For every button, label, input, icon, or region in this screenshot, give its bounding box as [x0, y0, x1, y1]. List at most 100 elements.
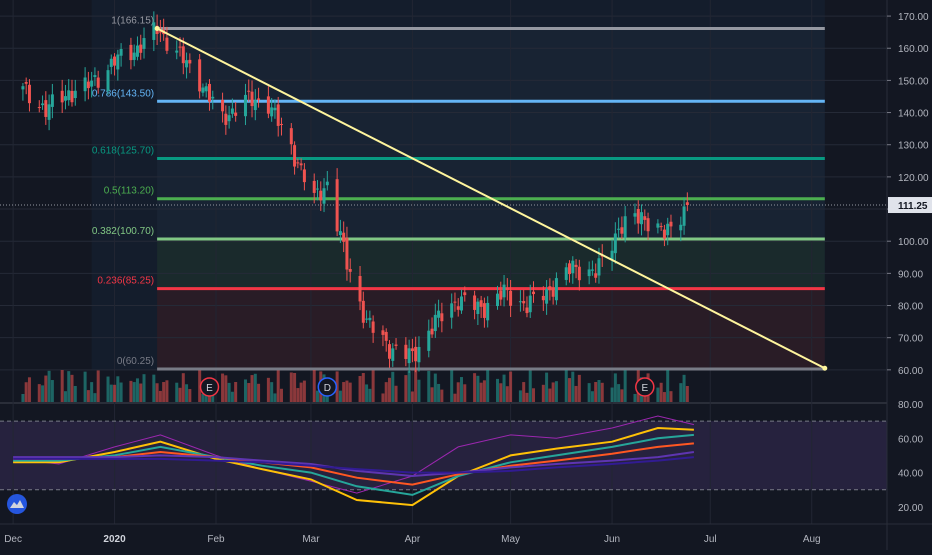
oscillator-series-line [13, 451, 695, 478]
candle-body [525, 307, 529, 314]
volume-bar [551, 382, 555, 402]
price-axis-tick-label: 60.00 [898, 366, 923, 377]
candle-body [312, 180, 316, 193]
candle-body [73, 90, 77, 99]
volume-bar [113, 384, 117, 402]
volume-bar [266, 377, 270, 402]
volume-bar [135, 378, 139, 402]
candle-body [188, 59, 192, 64]
time-axis-tick-label: Jun [604, 534, 620, 545]
candle-body [541, 295, 545, 301]
trendline[interactable] [156, 27, 826, 370]
candle-body [116, 54, 120, 70]
candle-body [384, 331, 388, 341]
volume-bar [247, 383, 251, 402]
candle-body [47, 104, 51, 120]
candle-body [302, 169, 306, 183]
volume-bar [270, 382, 274, 402]
candle-body [404, 344, 408, 359]
time-axis-tick-label: Feb [207, 534, 225, 545]
candle-body [266, 96, 270, 114]
volume-bar [312, 370, 316, 402]
volume-bar [623, 370, 627, 402]
time-axis-tick-label: 2020 [103, 534, 126, 545]
platform-logo-mark [10, 500, 24, 508]
candle-body [646, 218, 650, 232]
volume-bar [335, 371, 339, 402]
volume-bar [427, 370, 431, 402]
trendline-start-handle[interactable] [154, 25, 160, 31]
candle-body [685, 202, 689, 206]
volume-bar [201, 393, 205, 402]
oscillator-series-line [13, 426, 694, 507]
candle-body [201, 87, 205, 93]
volume-bar [253, 373, 257, 402]
volume-bar [70, 374, 74, 402]
volume-bar [299, 382, 303, 402]
volume-bar [21, 394, 25, 402]
volume-bar [528, 370, 532, 402]
candle-body [250, 91, 254, 107]
price-axis-tick-label: 80.00 [898, 302, 923, 313]
volume-bar [86, 390, 90, 402]
volume-bar [394, 385, 398, 402]
candle-body [41, 103, 45, 106]
candle-body [86, 81, 90, 89]
oscillator-axis-tick-label: 20.00 [898, 503, 923, 514]
volume-bar [430, 387, 434, 402]
volume-bar [60, 370, 64, 402]
candle-body [289, 128, 293, 145]
candle-body [207, 83, 211, 102]
candle-body [96, 77, 100, 88]
volume-bar [178, 387, 182, 402]
earnings-marker[interactable] [199, 377, 220, 397]
candle-body [198, 59, 202, 92]
candle-body [636, 209, 640, 224]
candle-body [643, 216, 647, 220]
candle-body [60, 90, 64, 103]
volume-bar [221, 373, 225, 402]
earnings-marker-label: E [206, 383, 213, 394]
trendline-end-handle[interactable] [822, 365, 828, 371]
candle-body [522, 301, 526, 304]
candle-body [564, 267, 568, 280]
dividend-marker[interactable] [317, 377, 338, 397]
volume-bar [633, 393, 637, 402]
volume-bar [620, 389, 624, 402]
candle-body [532, 291, 536, 295]
volume-bar [610, 387, 614, 402]
volume-bar [44, 375, 48, 402]
candle-body [50, 94, 54, 107]
candle-body [338, 231, 342, 236]
candle-body [456, 306, 460, 310]
time-axis-tick-label: Mar [302, 534, 320, 545]
candle-body [682, 206, 686, 226]
earnings-marker[interactable] [635, 377, 655, 397]
volume-bar [132, 382, 136, 402]
earnings-marker-label: E [641, 383, 648, 394]
candle-body [450, 303, 454, 318]
candle-body [27, 84, 31, 104]
candle-body [211, 96, 215, 99]
candle-body [325, 181, 329, 186]
candle-body [293, 145, 297, 167]
platform-logo-icon[interactable] [7, 494, 27, 514]
fib-lower-zone [157, 288, 825, 370]
volume-bar [67, 371, 71, 402]
volume-bar [541, 384, 545, 402]
candle-body [181, 46, 185, 64]
candle-body [365, 318, 369, 320]
candle-body [594, 273, 598, 278]
candle-body [669, 221, 673, 227]
candle-body [633, 213, 637, 217]
candle-body [545, 288, 549, 304]
volume-bar [545, 372, 549, 402]
volume-bar [109, 384, 113, 402]
candle-body [571, 260, 575, 274]
candle-body [617, 228, 621, 230]
volume-bar [410, 391, 414, 402]
volume-bar [181, 373, 185, 402]
candle-body [132, 52, 136, 60]
candle-body [37, 107, 41, 109]
